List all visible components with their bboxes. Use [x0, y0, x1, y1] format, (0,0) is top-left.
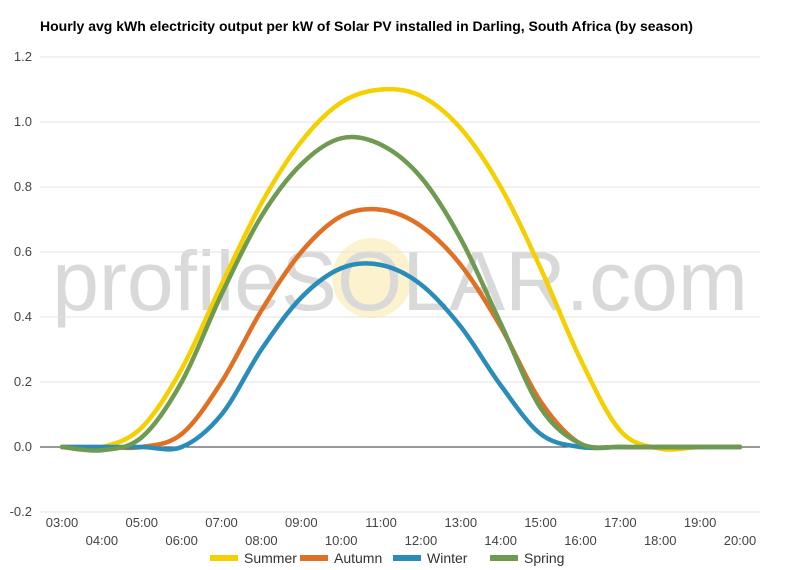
y-tick-label: 0.2: [14, 374, 32, 389]
x-tick-label: 06:00: [165, 533, 198, 548]
x-tick-label: 14:00: [484, 533, 517, 548]
y-tick-label: 1.2: [14, 49, 32, 64]
x-tick-label: 15:00: [524, 515, 557, 530]
y-tick-label: 1.0: [14, 114, 32, 129]
chart-title: Hourly avg kWh electricity output per kW…: [40, 18, 693, 34]
x-tick-label: 16:00: [564, 533, 597, 548]
x-tick-label: 04:00: [86, 533, 119, 548]
x-tick-label: 08:00: [245, 533, 278, 548]
y-tick-label: -0.2: [10, 504, 32, 519]
x-tick-label: 07:00: [205, 515, 238, 530]
legend-swatch-spring: [490, 555, 518, 561]
y-tick-label: 0.4: [14, 309, 32, 324]
x-tick-label: 13:00: [445, 515, 478, 530]
series-line-summer: [59, 86, 743, 452]
series-line-spring: [59, 134, 743, 453]
x-tick-label: 17:00: [604, 515, 637, 530]
legend-label-autumn: Autumn: [334, 550, 382, 566]
legend-swatch-autumn: [300, 555, 328, 561]
legend-label-spring: Spring: [524, 550, 564, 566]
x-tick-label: 18:00: [644, 533, 677, 548]
x-tick-label: 05:00: [125, 515, 158, 530]
y-tick-label: 0.0: [14, 439, 32, 454]
legend-label-summer: Summer: [244, 550, 297, 566]
x-tick-label: 19:00: [684, 515, 717, 530]
x-tick-label: 09:00: [285, 515, 318, 530]
x-tick-label: 10:00: [325, 533, 358, 548]
x-tick-label: 03:00: [46, 515, 79, 530]
y-tick-label: 0.8: [14, 179, 32, 194]
x-tick-label: 20:00: [724, 533, 757, 548]
x-tick-label: 12:00: [405, 533, 438, 548]
watermark-sun-icon: [332, 238, 412, 318]
legend-label-winter: Winter: [427, 550, 468, 566]
legend-swatch-summer: [210, 555, 238, 561]
y-tick-label: 0.6: [14, 244, 32, 259]
watermark-text: profileSOLAR.com: [52, 234, 748, 328]
legend-swatch-winter: [393, 555, 421, 561]
x-tick-label: 11:00: [365, 515, 397, 530]
